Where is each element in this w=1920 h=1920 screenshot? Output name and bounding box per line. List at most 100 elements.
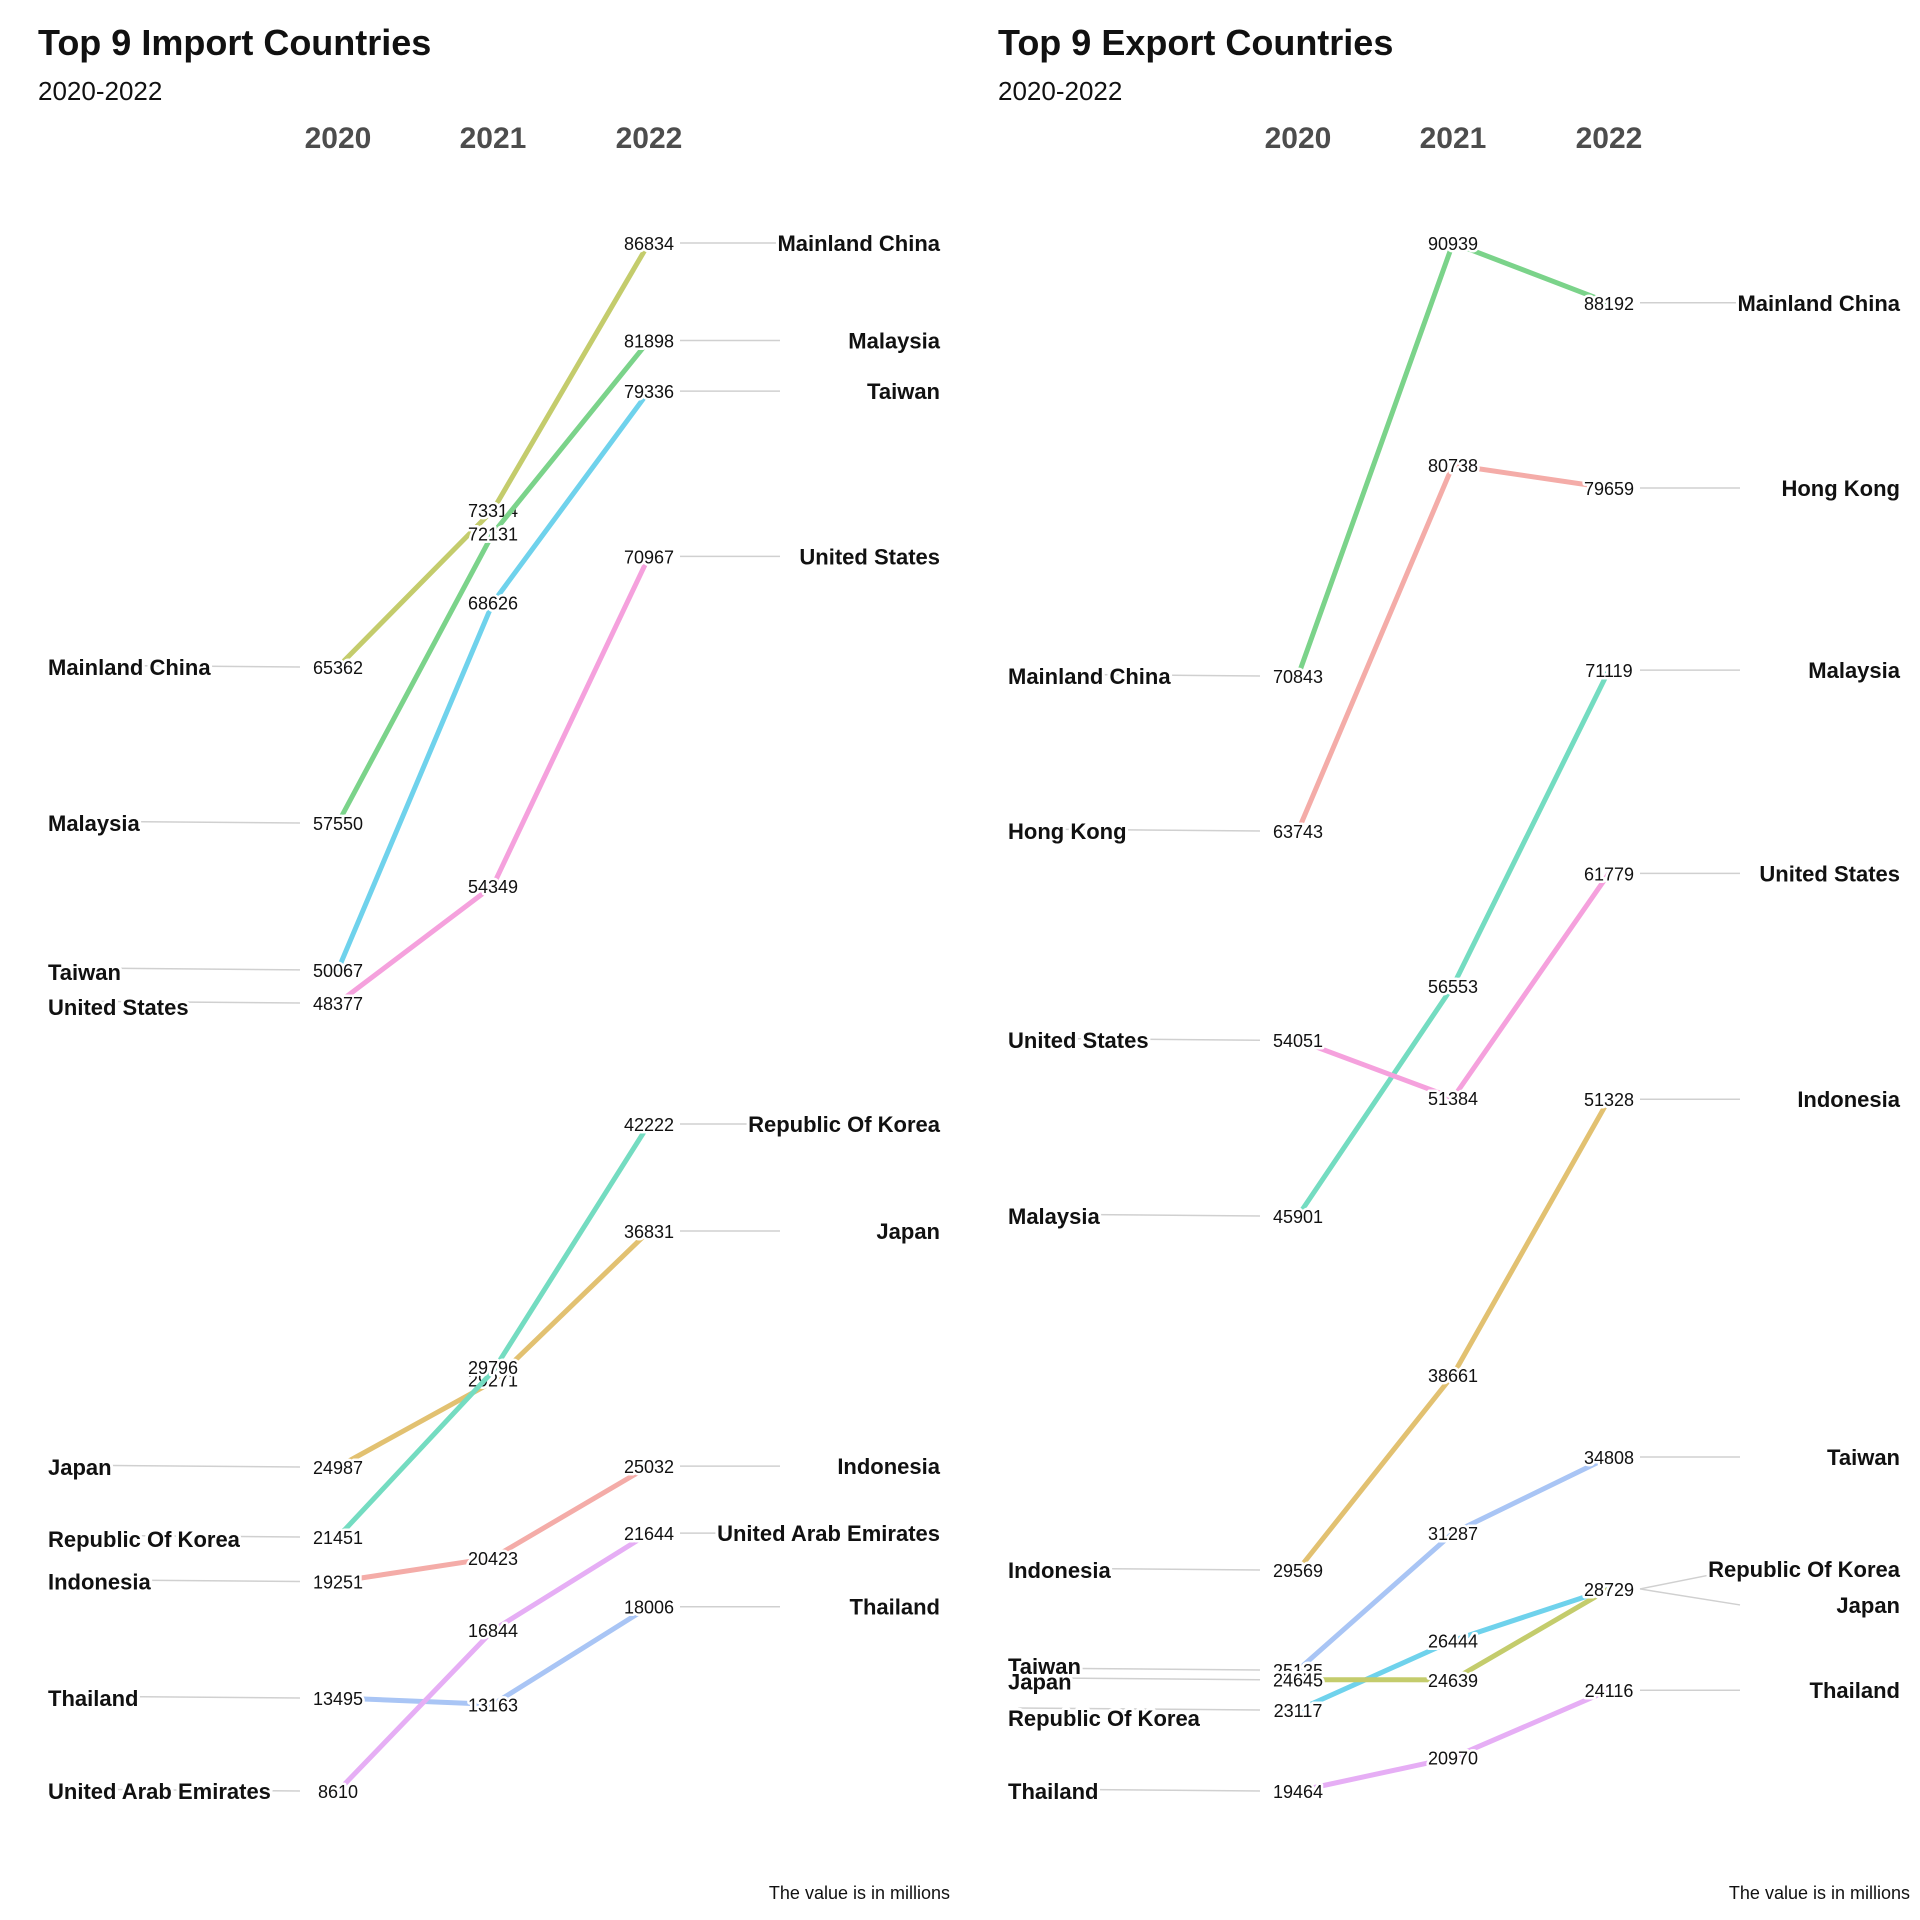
- value-label: 29569: [1273, 1561, 1323, 1581]
- series-hong-kong: 63743 80738 79659 Hong Kong Hong Kong: [1005, 454, 1903, 848]
- country-label-right: Malaysia: [1808, 658, 1900, 683]
- country-label-left: Malaysia: [1008, 1204, 1100, 1229]
- value-label: 50067: [313, 961, 363, 981]
- leader-line-left: [1017, 1213, 1261, 1217]
- slope-segment: [1295, 1530, 1456, 1673]
- slope-segment: [335, 600, 496, 973]
- country-label-right: Mainland China: [1737, 291, 1900, 316]
- country-label-right: Indonesia: [1797, 1087, 1900, 1112]
- value-label: 19251: [313, 1573, 363, 1593]
- slope-segment: [335, 530, 496, 826]
- slope-segment: [1450, 667, 1612, 989]
- value-label: 16844: [468, 1621, 518, 1641]
- slope-segment: [1295, 1037, 1456, 1101]
- value-label: 26444: [1428, 1631, 1478, 1651]
- slope-segment: [335, 1695, 496, 1707]
- country-label-left: Thailand: [1008, 1779, 1098, 1804]
- leader-line-left: [57, 1578, 301, 1583]
- value-label: 48377: [313, 994, 363, 1014]
- year-header-2021: 2021: [1420, 122, 1487, 155]
- value-label: 36831: [624, 1222, 674, 1242]
- slope-segment: [1295, 983, 1456, 1219]
- import-panel: Top 9 Import Countries 2020-2022 2020 202…: [38, 22, 950, 1903]
- slope-segment: [490, 1604, 652, 1707]
- year-header-2022: 2022: [1576, 122, 1643, 155]
- series-japan: 24645 24639 28729 Japan Japan: [1005, 1577, 1903, 1697]
- value-label: 71119: [1585, 661, 1632, 681]
- series-taiwan: 25135 31287 34808 Taiwan Taiwan: [1005, 1442, 1903, 1684]
- country-label-right: Taiwan: [1827, 1445, 1900, 1470]
- slope-segment: [335, 883, 496, 1006]
- country-label-left: Malaysia: [48, 811, 140, 836]
- leader-line-left: [1017, 1676, 1261, 1681]
- slope-segment: [490, 1228, 652, 1385]
- series-united-states: 54051 51384 61779 United States United State…: [1005, 858, 1903, 1111]
- value-label: 80738: [1428, 456, 1478, 476]
- country-label-left: Indonesia: [1008, 1558, 1111, 1583]
- leader-line-left: [1017, 1707, 1261, 1711]
- value-label: 68626: [468, 594, 518, 614]
- leader-line-left: [1017, 1567, 1261, 1571]
- slope-segment: [490, 240, 652, 513]
- value-label: 20423: [468, 1549, 518, 1569]
- country-label-left: United States: [1008, 1028, 1149, 1053]
- slope-segment: [490, 1530, 652, 1633]
- series-taiwan: 50067 68626 79336 Taiwan Taiwan: [45, 376, 943, 988]
- value-label: 20970: [1428, 1749, 1478, 1769]
- series-thailand: 13495 13163 18006 Thailand Thailand: [45, 1592, 943, 1718]
- series-united-states: 48377 54349 70967 United States United State…: [45, 541, 943, 1023]
- country-label-left: United States: [48, 995, 189, 1020]
- value-label: 28729: [1584, 1580, 1634, 1600]
- leader-line-left: [57, 1000, 301, 1004]
- slope-segment: [490, 337, 652, 536]
- value-label: 29796: [468, 1358, 518, 1378]
- value-label: 72131: [468, 524, 518, 544]
- value-label: 19464: [1273, 1782, 1323, 1802]
- year-header-2021: 2021: [460, 122, 527, 155]
- series-thailand: 19464 20970 24116 Thailand Thailand: [1005, 1675, 1903, 1807]
- slope-segment: [1450, 240, 1612, 306]
- country-label-right: Republic Of Korea: [748, 1112, 941, 1137]
- series-mainland-china: 70843 90939 88192 Mainland China Mainland Ch…: [1005, 232, 1904, 693]
- slope-segment: [335, 1627, 496, 1794]
- export-chart-subtitle: 2020-2022: [998, 76, 1123, 106]
- slope-segment: [1450, 1586, 1612, 1683]
- slope-segment: [1450, 1454, 1612, 1536]
- country-label-left: Taiwan: [48, 960, 121, 985]
- leader-line-left: [57, 967, 301, 971]
- country-label-left: Republic Of Korea: [1008, 1706, 1201, 1731]
- export-slope-chart: 2020 2021 2022 70843 90939 88192 Mainland Chin…: [1005, 122, 1904, 1807]
- year-header-2020: 2020: [1265, 122, 1332, 155]
- leader-line-left: [57, 820, 301, 824]
- country-label-left: United Arab Emirates: [48, 1779, 271, 1804]
- slope-segment: [490, 1463, 652, 1561]
- value-label: 65362: [313, 658, 363, 678]
- value-label: 63743: [1273, 822, 1323, 842]
- slope-segment: [1295, 240, 1456, 679]
- slope-segment: [1450, 462, 1612, 491]
- value-label: 8610: [318, 1782, 358, 1802]
- slope-segment: [490, 1121, 652, 1374]
- country-label-right: Thailand: [1810, 1678, 1900, 1703]
- series-republic-of-korea: 23117 26444 28729 Republic Of Korea Republic…: [1005, 1554, 1904, 1734]
- leader-line-right: [1639, 1568, 1741, 1590]
- value-label: 24987: [313, 1458, 363, 1478]
- country-label-left: Republic Of Korea: [48, 1527, 241, 1552]
- country-label-right: Thailand: [850, 1595, 940, 1620]
- leader-line-left: [57, 664, 301, 668]
- value-label: 54349: [468, 877, 518, 897]
- series-united-arab-emirates: 8610 16844 21644 United Arab Emirates United…: [45, 1518, 943, 1807]
- value-label: 18006: [624, 1598, 674, 1618]
- value-label: 57550: [313, 814, 363, 834]
- leader-line-left: [1017, 673, 1261, 677]
- country-label-right: Mainland China: [777, 231, 940, 256]
- value-label: 70843: [1273, 667, 1323, 687]
- value-label: 79336: [624, 382, 674, 402]
- value-label: 21644: [624, 1524, 674, 1544]
- series-malaysia: 45901 56553 71119 Malaysia Malaysia: [1005, 655, 1904, 1232]
- export-panel: Top 9 Export Countries 2020-2022 2020 202…: [960, 0, 1920, 1920]
- value-label: 13163: [468, 1695, 518, 1715]
- country-label-left: Mainland China: [1008, 664, 1171, 689]
- value-label: 45901: [1273, 1207, 1323, 1227]
